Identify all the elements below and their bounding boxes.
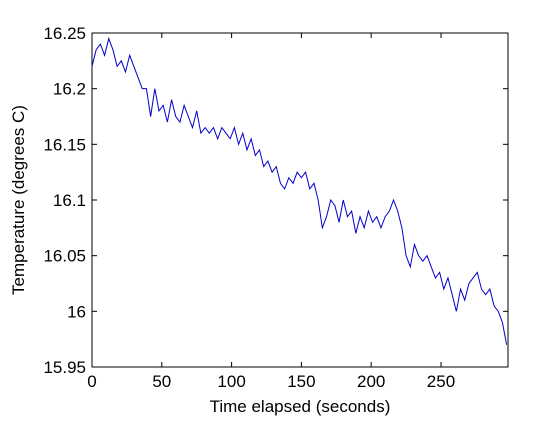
x-tick-label: 250 (427, 372, 455, 391)
y-tick-label: 16 (67, 302, 86, 321)
y-tick-label: 16.05 (43, 247, 86, 266)
x-tick-label: 0 (87, 372, 96, 391)
x-tick-label: 50 (152, 372, 171, 391)
data-line (91, 36, 508, 345)
y-axis-label: Temperature (degrees C) (9, 105, 28, 295)
x-axis-label: Time elapsed (seconds) (210, 397, 391, 416)
x-tick-label: 100 (217, 372, 245, 391)
y-tick-label: 16.1 (53, 191, 86, 210)
y-tick-label: 16.15 (43, 135, 86, 154)
plot-box (91, 32, 509, 368)
y-tick-label: 15.95 (43, 358, 86, 377)
y-tick-label: 16.2 (53, 80, 86, 99)
x-tick-label: 200 (357, 372, 385, 391)
x-tick-label: 150 (287, 372, 315, 391)
y-tick-label: 16.25 (43, 24, 86, 43)
